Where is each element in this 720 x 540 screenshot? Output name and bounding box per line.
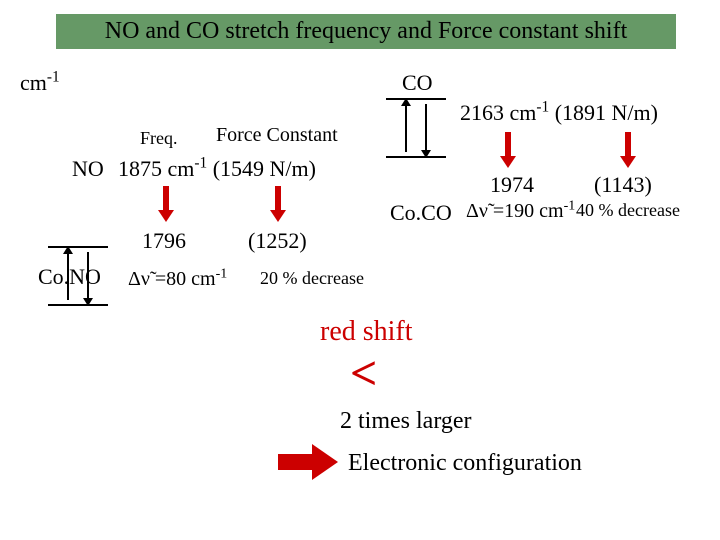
no-force: (1549 N/m) <box>213 156 316 181</box>
cono-label: Co.NO <box>38 264 101 290</box>
config-label: Electronic configuration <box>348 450 582 477</box>
col-force: Force Constant <box>216 124 338 147</box>
co-free-values: 2163 cm-1 (1891 N/m) <box>460 100 658 126</box>
larger-label: 2 times larger <box>340 408 472 435</box>
no-shifted-force: (1252) <box>248 228 307 254</box>
no-freq: 1875 cm-1 <box>118 156 207 181</box>
co-shifted-freq: 1974 <box>490 172 534 198</box>
config-arrow <box>278 444 338 480</box>
no-delta: Δν̃ =80 cm-1 <box>128 268 227 291</box>
no-free-values: 1875 cm-1 (1549 N/m) <box>118 156 316 182</box>
no-label: NO <box>72 156 104 182</box>
unit-label: cm-1 <box>20 70 60 96</box>
co-force: (1891 N/m) <box>555 100 658 125</box>
redshift-label: red shift <box>320 316 413 348</box>
co-freq: 2163 cm-1 <box>460 100 549 125</box>
no-shifted-freq: 1796 <box>142 228 186 254</box>
co-percent: 40 % decrease <box>576 200 680 221</box>
co-label: CO <box>402 70 433 96</box>
co-levels <box>386 98 446 158</box>
co-delta: Δν̃ =190 cm-1 <box>466 200 575 223</box>
no-percent: 20 % decrease <box>260 268 364 289</box>
no-arrow-force <box>270 186 286 222</box>
col-freq: Freq. <box>140 128 178 149</box>
co-shifted-force: (1143) <box>594 172 652 198</box>
coco-label: Co.CO <box>390 200 452 226</box>
co-arrow-force <box>620 132 636 168</box>
no-arrow-freq <box>158 186 174 222</box>
co-arrow-freq <box>500 132 516 168</box>
lt-symbol: < <box>350 346 377 401</box>
title-banner: NO and CO stretch frequency and Force co… <box>56 14 676 49</box>
